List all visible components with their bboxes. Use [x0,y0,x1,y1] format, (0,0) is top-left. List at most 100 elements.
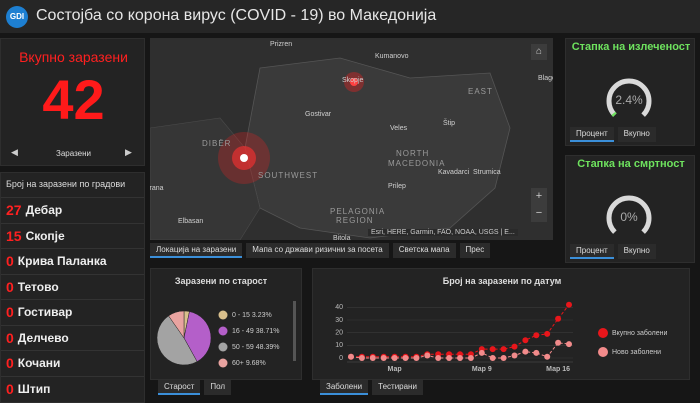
city-count: 0 [6,304,14,320]
x-tick-label: Мар [388,366,402,373]
data-point [348,353,354,360]
legend-label: Вкупно заболени [612,329,667,337]
city-row: 0 Делчево [1,324,144,350]
map[interactable]: Prizren Kumanovo Skopje Blago EAST Gostivar Ve… [150,38,553,240]
tab[interactable]: Прес [459,243,491,258]
city-count: 0 [6,380,14,397]
city-name: Скопје [25,228,65,243]
data-point [478,349,485,356]
data-point [522,337,529,344]
city-name: Гостивар [17,305,73,319]
tab[interactable]: Заболени [320,380,369,395]
series-line [350,342,570,359]
city-count: 0 [6,355,14,371]
map-label: Blago [538,75,553,82]
data-point [457,355,463,361]
legend-category: 60+ [232,360,244,367]
map-label: NORTH [396,149,429,158]
line-panel: Број на заразени по датум 0 10 20 30 40 Мар Мар… [312,268,690,380]
city-name: Делчево [17,330,69,345]
map-label: MACEDONIA [388,159,445,168]
city-name: Дебар [25,203,63,217]
tab[interactable]: Старост [158,380,201,395]
data-point [413,355,420,361]
data-point [544,353,551,360]
chart-canvas: 0 - 15 3.23% 16 - 49 38.71% 50 - 59 48.39%… [156,301,296,368]
map-label: Skopje [342,77,364,84]
city-row: 0 Штип [1,375,144,401]
map-label: Strumica [473,169,501,176]
map-label: Prizren [270,41,292,48]
next-arrow[interactable]: ▶ [125,147,132,157]
hotspot[interactable] [350,78,358,86]
city-row: 0 Тетово [1,273,144,299]
city-name: Кочани [17,356,61,370]
tab[interactable]: Пол [204,380,232,395]
data-point [369,355,376,361]
tab[interactable]: Процент [570,127,614,142]
legend-label: 60+ 9.68% [232,360,266,367]
data-point [533,349,540,356]
map-label: Elbasan [178,218,203,225]
city-count: 0 [6,329,14,346]
legend-swatch [218,342,228,352]
city-row: 0 Кочани [1,350,144,375]
prev-arrow[interactable]: ◀ [11,147,18,157]
tab[interactable]: Локација на заразени [150,243,243,258]
pie-slice [168,310,185,339]
data-point [358,355,365,361]
total-title: Вкупно заразени [19,49,128,65]
data-point [566,301,572,308]
series-line [351,304,570,358]
map-label: Kumanovo [375,53,409,60]
x-tick-label: Мар 16 [546,366,570,373]
map-label: irana [150,185,164,192]
pie-tabs: Старост Пол [150,380,302,398]
data-point [424,352,431,359]
map-label: Prilep [388,183,406,190]
legend-category: 16 - 49 [232,328,254,335]
data-point [402,355,409,361]
data-point [391,355,398,361]
data-point [511,352,518,359]
zoom-buttons[interactable]: + − [531,188,547,222]
y-tick-label: 10 [335,342,343,349]
gauge-label: 2.4% [615,93,643,107]
gauge-title: Стапка на излеченост [571,41,691,53]
gauge-tabs: Процент Вкупно [570,127,694,145]
tab[interactable]: Процент [570,244,614,259]
total-panel: Вкупно заразени 42 ◀ Заразени ▶ [0,38,145,166]
data-point [446,355,453,361]
hotspot[interactable] [240,154,248,162]
gauge-track [606,195,652,234]
map-label: DIBËR [202,139,231,148]
data-point [566,341,572,348]
legend-label: Ново заболени [612,348,661,356]
data-point [511,343,518,350]
y-tick-label: 40 [335,304,343,311]
data-point [489,355,496,361]
map-canvas: Prizren Kumanovo Skopje Blago EAST Gostivar Ve… [150,38,553,240]
header: GDI Состојба со корона вирус (COVID - 19… [0,0,700,33]
tab[interactable]: Светска мапа [392,243,456,258]
chart-title: Број на заразени по датум [442,276,562,286]
map-label: Veles [390,125,408,132]
city-name: Штип [17,381,51,396]
chart-title: Заразени по старост [174,276,268,286]
map-label: Kavadarci [438,169,470,176]
map-label: SOUTHWEST [258,171,318,180]
chart-canvas: 0 10 20 30 40 Мар Мар 9 Мар 16 Вкупно заболени Но… [335,301,667,373]
data-point [555,339,562,346]
gauge-label: 0% [620,210,638,224]
tab[interactable]: Вкупно [617,244,656,259]
tab[interactable]: Вкупно [617,127,656,142]
home-button[interactable]: ⌂ [531,44,547,60]
tab[interactable]: Тестирани [372,380,423,395]
map-label: PELAGONIA [330,207,385,216]
data-point [555,315,562,322]
city-count: 0 [6,278,14,295]
y-tick-label: 20 [335,330,343,337]
data-point [500,346,507,353]
tab[interactable]: Мапа со држави ризични за посета [246,243,389,258]
y-tick-label: 30 [335,317,343,324]
